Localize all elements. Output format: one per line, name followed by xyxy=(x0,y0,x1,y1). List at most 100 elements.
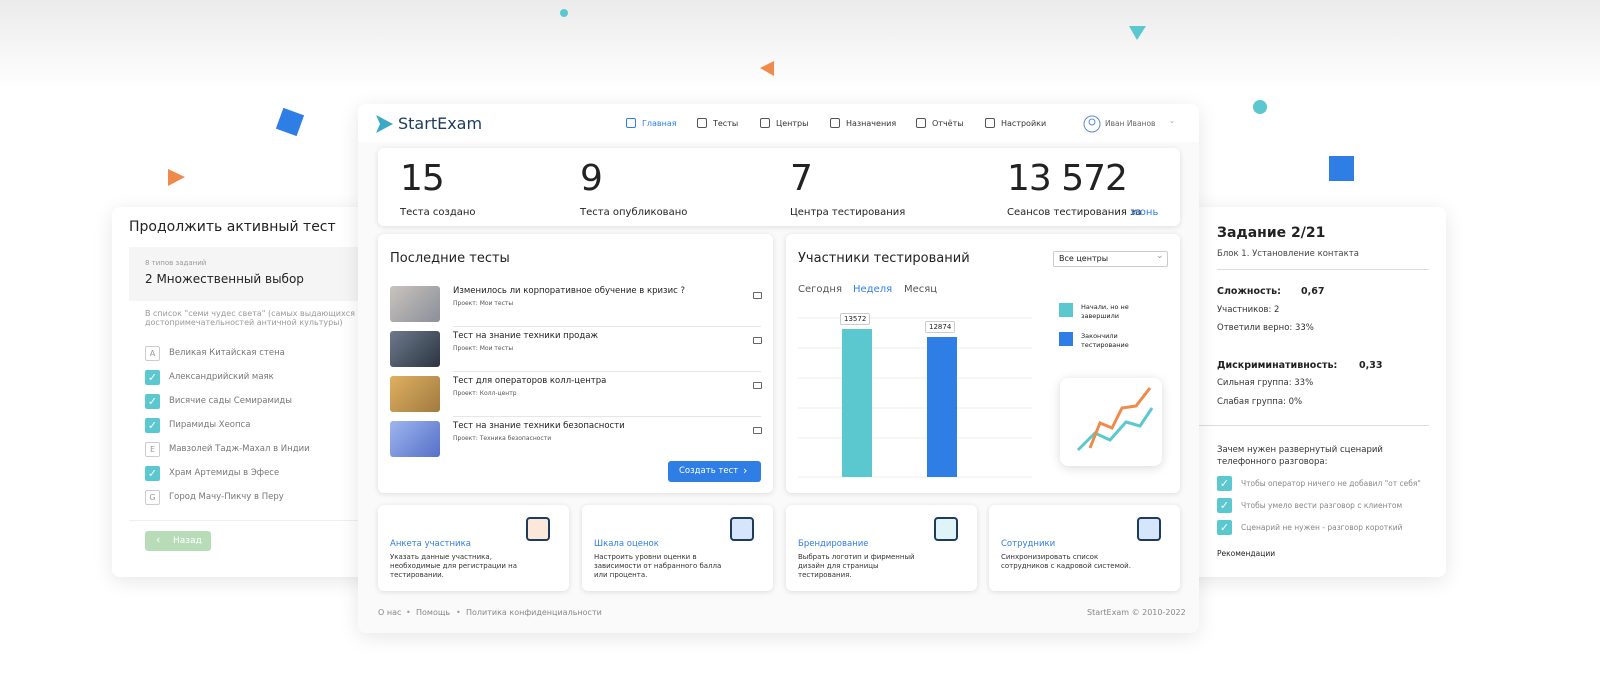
divider xyxy=(1199,425,1429,426)
option-text[interactable]: Александрийский маяк xyxy=(169,372,274,382)
feature-icon xyxy=(730,517,754,541)
task-title: Задание 2/21 xyxy=(1217,225,1326,241)
footer-link[interactable]: Политика конфиденциальности xyxy=(466,608,602,617)
user-menu-caret[interactable]: ⌄ xyxy=(1169,117,1175,125)
checkbox-checked[interactable]: ✓ xyxy=(1217,498,1232,513)
feature-icon xyxy=(1137,517,1161,541)
center-select[interactable]: Все центры xyxy=(1053,251,1168,267)
feature-card[interactable]: Сотрудники Синхронизировать список сотруд… xyxy=(989,505,1180,591)
feature-card[interactable]: Шкала оценок Настроить уровни оценки в за… xyxy=(582,505,773,591)
user-name[interactable]: Иван Иванов xyxy=(1105,119,1156,128)
complexity-label: Сложность: xyxy=(1217,286,1281,297)
feature-card[interactable]: Анкета участника Указать данные участника… xyxy=(378,505,569,591)
option-letter[interactable]: E xyxy=(145,442,160,457)
recent-tests: Последние тесты Изменилось ли корпоративн… xyxy=(378,234,773,493)
test-title[interactable]: Тест на знание техники продаж xyxy=(453,331,599,341)
nav-icon[interactable] xyxy=(697,118,707,128)
nav-icon[interactable] xyxy=(830,118,840,128)
option-letter[interactable]: G xyxy=(145,490,160,505)
answer[interactable]: Чтобы умело вести разговор с клиентом xyxy=(1241,501,1403,510)
checkbox-checked[interactable]: ✓ xyxy=(145,370,160,385)
footer-link[interactable]: О нас xyxy=(378,608,402,617)
checkbox-checked[interactable]: ✓ xyxy=(145,466,160,481)
nav-icon[interactable] xyxy=(760,118,770,128)
nav-item[interactable]: Назначения xyxy=(846,119,897,128)
block-name: Блок 1. Установление контакта xyxy=(1217,249,1359,259)
stat-value: 9 xyxy=(580,158,603,199)
back-button[interactable]: Назад xyxy=(145,531,211,551)
nav-icon[interactable] xyxy=(626,118,636,128)
answer[interactable]: Сценарий не нужен - разговор короткий xyxy=(1241,523,1403,532)
participants-count: Участников: 2 xyxy=(1217,305,1280,315)
answer[interactable]: Чтобы оператор ничего не добавил "от себ… xyxy=(1241,479,1421,488)
option-text[interactable]: Храм Артемиды в Эфесе xyxy=(169,468,280,478)
feature-icon xyxy=(934,517,958,541)
chart-grid xyxy=(798,317,1032,478)
logo-icon xyxy=(376,115,393,133)
feature-text: Выбрать логотип и фирменный дизайн для с… xyxy=(798,553,915,579)
legend-label: Закончили тестирование xyxy=(1081,332,1129,349)
nav-item[interactable]: Настройки xyxy=(1001,119,1047,128)
nav-item[interactable]: Центры xyxy=(776,119,809,128)
feature-card[interactable]: Брендирование Выбрать логотип и фирменный… xyxy=(786,505,977,591)
test-thumb xyxy=(390,331,440,367)
feature-text: Синхронизировать список сотрудников с ка… xyxy=(1001,553,1131,570)
nav-icon[interactable] xyxy=(985,118,995,128)
tab[interactable]: Сегодня xyxy=(798,284,842,295)
question-type: 2 Множественный выбор xyxy=(145,272,304,286)
checkbox-checked[interactable]: ✓ xyxy=(1217,520,1232,535)
bar xyxy=(927,336,957,477)
panel-title: Последние тесты xyxy=(390,251,510,266)
test-title[interactable]: Тест для операторов колл-центра xyxy=(453,376,607,386)
panel-title: Участники тестирований xyxy=(798,251,970,266)
question: Зачем нужен развернутый сценарий телефон… xyxy=(1217,445,1383,467)
feature-title[interactable]: Анкета участника xyxy=(390,539,471,549)
create-button[interactable]: Создать тест xyxy=(668,461,761,482)
footer-dot: • xyxy=(456,608,461,617)
divider xyxy=(1217,269,1429,270)
footer-link[interactable]: Помощь xyxy=(416,608,451,617)
folder-icon[interactable] xyxy=(753,337,762,344)
stats-panel: 15 Теста создано 9 Теста опубликовано 7 Центр… xyxy=(378,148,1180,226)
checkbox-checked[interactable]: ✓ xyxy=(145,418,160,433)
test-title[interactable]: Изменилось ли корпоративное обучение в к… xyxy=(453,286,685,296)
select-caret[interactable]: ⌄ xyxy=(1156,251,1164,261)
checkbox-checked[interactable]: ✓ xyxy=(1217,476,1232,491)
tab[interactable]: Неделя xyxy=(853,284,893,295)
divider xyxy=(453,371,761,372)
option-text[interactable]: Мавзолей Тадж-Махал в Индии xyxy=(169,444,310,454)
option-text[interactable]: Висячие сады Семирамиды xyxy=(169,396,293,406)
test-project: Проект: Колл-центр xyxy=(453,390,517,397)
back-arrow[interactable]: ‹ xyxy=(156,533,161,546)
folder-icon[interactable] xyxy=(753,292,762,299)
nav-item[interactable]: Отчёты xyxy=(932,119,964,128)
test-title[interactable]: Тест на знание техники безопасности xyxy=(453,421,625,431)
option-text[interactable]: Город Мачу-Пикчу в Перу xyxy=(169,492,284,502)
nav-item[interactable]: Тесты xyxy=(713,119,739,128)
create-arrow[interactable]: › xyxy=(743,464,748,477)
stat-value: 15 xyxy=(400,158,445,199)
question-box xyxy=(129,247,372,301)
option-text[interactable]: Пирамиды Хеопса xyxy=(169,420,251,430)
top-bar: StartExam Иван Иванов ⌄ xyxy=(358,104,1199,142)
logo: StartExam xyxy=(398,114,483,133)
option-text[interactable]: Великая Китайская стена xyxy=(169,348,285,358)
nav-icon[interactable] xyxy=(916,118,926,128)
folder-icon[interactable] xyxy=(753,382,762,389)
stat-link[interactable]: июнь xyxy=(1131,207,1159,218)
feature-title[interactable]: Сотрудники xyxy=(1001,539,1056,549)
feature-title[interactable]: Шкала оценок xyxy=(594,539,659,549)
bar-label: 12874 xyxy=(925,320,956,333)
copyright: StartExam © 2010-2022 xyxy=(1087,608,1186,617)
checkbox-checked[interactable]: ✓ xyxy=(145,394,160,409)
nav-item[interactable]: Главная xyxy=(642,119,677,128)
active-test-card: Продолжить активный тест 8 типов заданий… xyxy=(112,207,372,577)
feature-title[interactable]: Брендирование xyxy=(798,539,869,549)
option-letter[interactable]: A xyxy=(145,346,160,361)
test-project: Проект: Мои тесты xyxy=(453,300,514,307)
bar xyxy=(842,329,872,477)
recommendations[interactable]: Рекомендации xyxy=(1217,549,1276,558)
folder-icon[interactable] xyxy=(753,427,762,434)
tab[interactable]: Месяц xyxy=(904,284,938,295)
